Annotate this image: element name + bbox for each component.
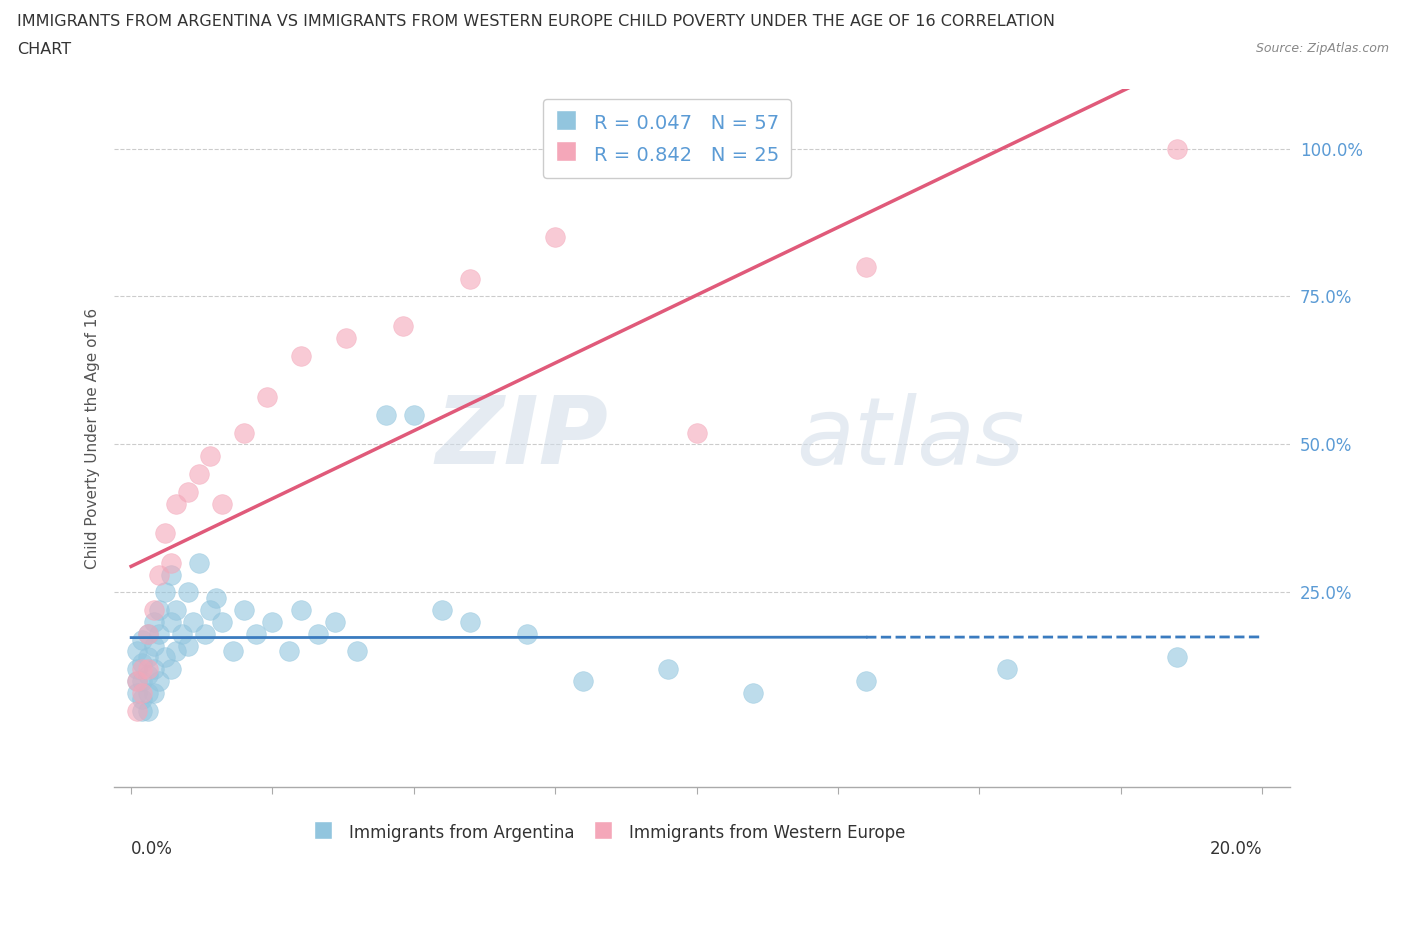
Point xyxy=(131,691,153,706)
Point xyxy=(165,496,187,511)
Point xyxy=(170,626,193,641)
Point xyxy=(657,662,679,677)
Point xyxy=(131,703,153,718)
Point xyxy=(183,615,205,630)
Text: IMMIGRANTS FROM ARGENTINA VS IMMIGRANTS FROM WESTERN EUROPE CHILD POVERTY UNDER : IMMIGRANTS FROM ARGENTINA VS IMMIGRANTS … xyxy=(17,14,1054,29)
Point xyxy=(1166,141,1188,156)
Point xyxy=(200,449,222,464)
Point xyxy=(136,662,159,677)
Text: 0.0%: 0.0% xyxy=(131,840,173,857)
Point xyxy=(159,615,181,630)
Text: ZIP: ZIP xyxy=(436,392,609,485)
Point xyxy=(211,615,233,630)
Point xyxy=(136,703,159,718)
Point xyxy=(125,673,148,688)
Point xyxy=(335,330,357,345)
Point xyxy=(131,656,153,671)
Point xyxy=(136,685,159,700)
Point xyxy=(1166,650,1188,665)
Point xyxy=(142,685,165,700)
Point xyxy=(142,662,165,677)
Point xyxy=(142,603,165,618)
Point xyxy=(176,485,198,499)
Point xyxy=(685,425,707,440)
Text: Source: ZipAtlas.com: Source: ZipAtlas.com xyxy=(1256,42,1389,55)
Point xyxy=(572,673,595,688)
Point xyxy=(165,644,187,658)
Legend: Immigrants from Argentina, Immigrants from Western Europe: Immigrants from Argentina, Immigrants fr… xyxy=(304,816,912,849)
Point xyxy=(391,319,413,334)
Point xyxy=(460,272,482,286)
Point xyxy=(544,230,567,245)
Point xyxy=(855,259,877,274)
Point xyxy=(742,685,765,700)
Point xyxy=(188,467,211,482)
Point xyxy=(148,603,170,618)
Point xyxy=(125,662,148,677)
Point xyxy=(278,644,301,658)
Text: atlas: atlas xyxy=(796,393,1025,484)
Point xyxy=(136,650,159,665)
Point xyxy=(136,626,159,641)
Text: CHART: CHART xyxy=(17,42,70,57)
Point xyxy=(148,626,170,641)
Point xyxy=(153,585,176,600)
Point xyxy=(374,407,396,422)
Point xyxy=(222,644,245,658)
Point xyxy=(131,685,153,700)
Point xyxy=(855,673,877,688)
Point xyxy=(153,650,176,665)
Point xyxy=(142,638,165,653)
Point xyxy=(125,673,148,688)
Point xyxy=(290,603,312,618)
Point xyxy=(159,662,181,677)
Point xyxy=(131,662,153,677)
Point xyxy=(148,673,170,688)
Point xyxy=(142,615,165,630)
Point xyxy=(262,615,284,630)
Point xyxy=(194,626,217,641)
Y-axis label: Child Poverty Under the Age of 16: Child Poverty Under the Age of 16 xyxy=(86,308,100,569)
Point xyxy=(159,567,181,582)
Point xyxy=(245,626,267,641)
Point xyxy=(460,615,482,630)
Point xyxy=(125,644,148,658)
Point xyxy=(200,603,222,618)
Point xyxy=(159,555,181,570)
Point xyxy=(136,668,159,683)
Point xyxy=(148,567,170,582)
Point xyxy=(346,644,368,658)
Point xyxy=(188,555,211,570)
Point xyxy=(516,626,538,641)
Text: 20.0%: 20.0% xyxy=(1209,840,1263,857)
Point xyxy=(233,603,256,618)
Point xyxy=(997,662,1019,677)
Point xyxy=(136,626,159,641)
Point xyxy=(307,626,329,641)
Point xyxy=(131,673,153,688)
Point xyxy=(233,425,256,440)
Point xyxy=(176,585,198,600)
Point xyxy=(153,525,176,540)
Point xyxy=(125,685,148,700)
Point xyxy=(165,603,187,618)
Point xyxy=(176,638,198,653)
Point xyxy=(402,407,425,422)
Point xyxy=(256,390,278,405)
Point xyxy=(131,632,153,647)
Point xyxy=(205,591,228,605)
Point xyxy=(125,703,148,718)
Point xyxy=(211,496,233,511)
Point xyxy=(290,348,312,363)
Point xyxy=(430,603,453,618)
Point xyxy=(323,615,346,630)
